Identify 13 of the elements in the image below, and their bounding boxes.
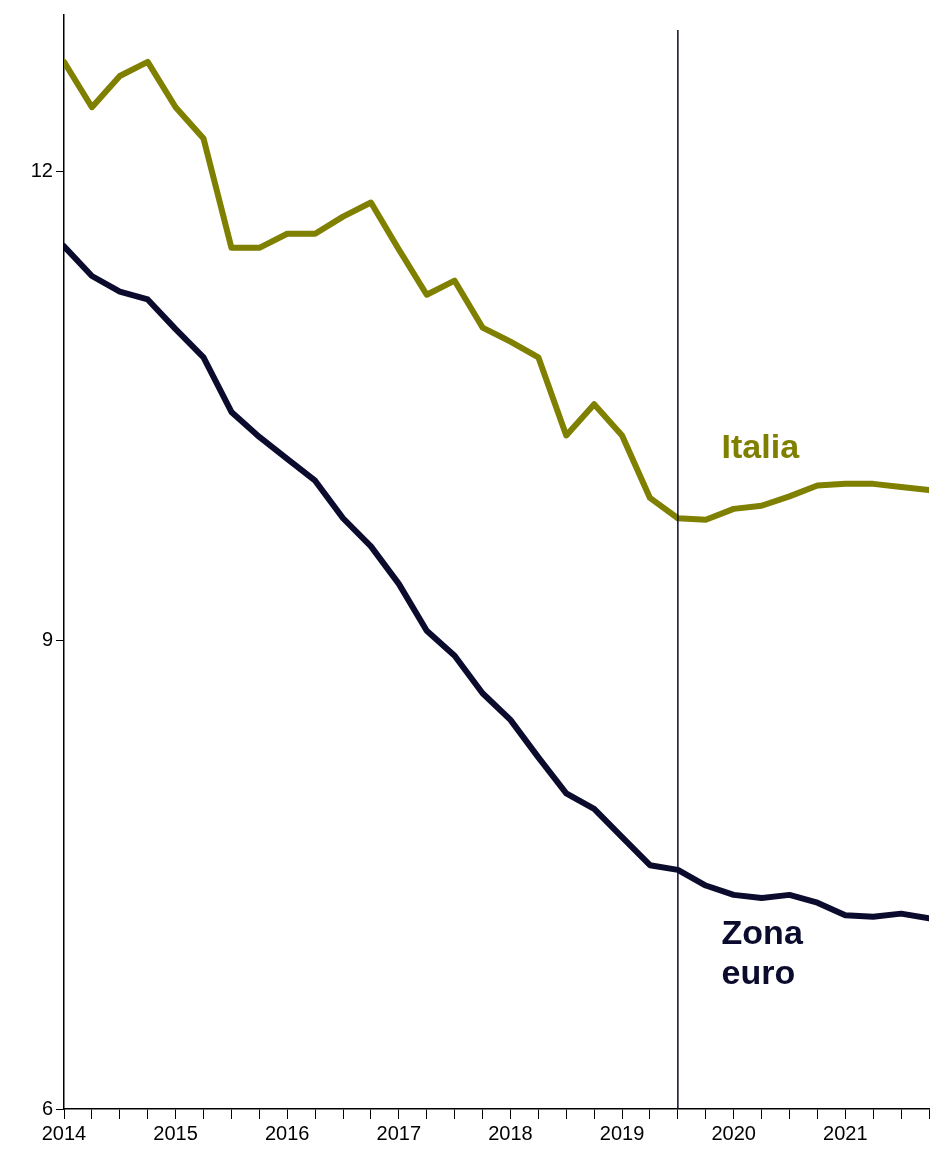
x-tick-label: 2019 <box>599 1121 645 1144</box>
x-tick-label: 2020 <box>711 1121 756 1144</box>
x-tick-label: 2021 <box>823 1121 868 1144</box>
y-tick-label: 6 <box>41 1096 53 1119</box>
x-tick-label: 2017 <box>376 1121 422 1144</box>
x-tick-label: 2018 <box>488 1121 533 1144</box>
series-label: Italia <box>721 427 801 466</box>
x-tick-label: 2016 <box>264 1121 310 1144</box>
y-tick-label: 12 <box>30 158 53 181</box>
x-tick-label: 2014 <box>41 1121 87 1144</box>
x-tick-label: 2015 <box>153 1121 198 1144</box>
y-tick-label: 9 <box>41 627 53 650</box>
series-label: Zona euro <box>721 913 804 992</box>
